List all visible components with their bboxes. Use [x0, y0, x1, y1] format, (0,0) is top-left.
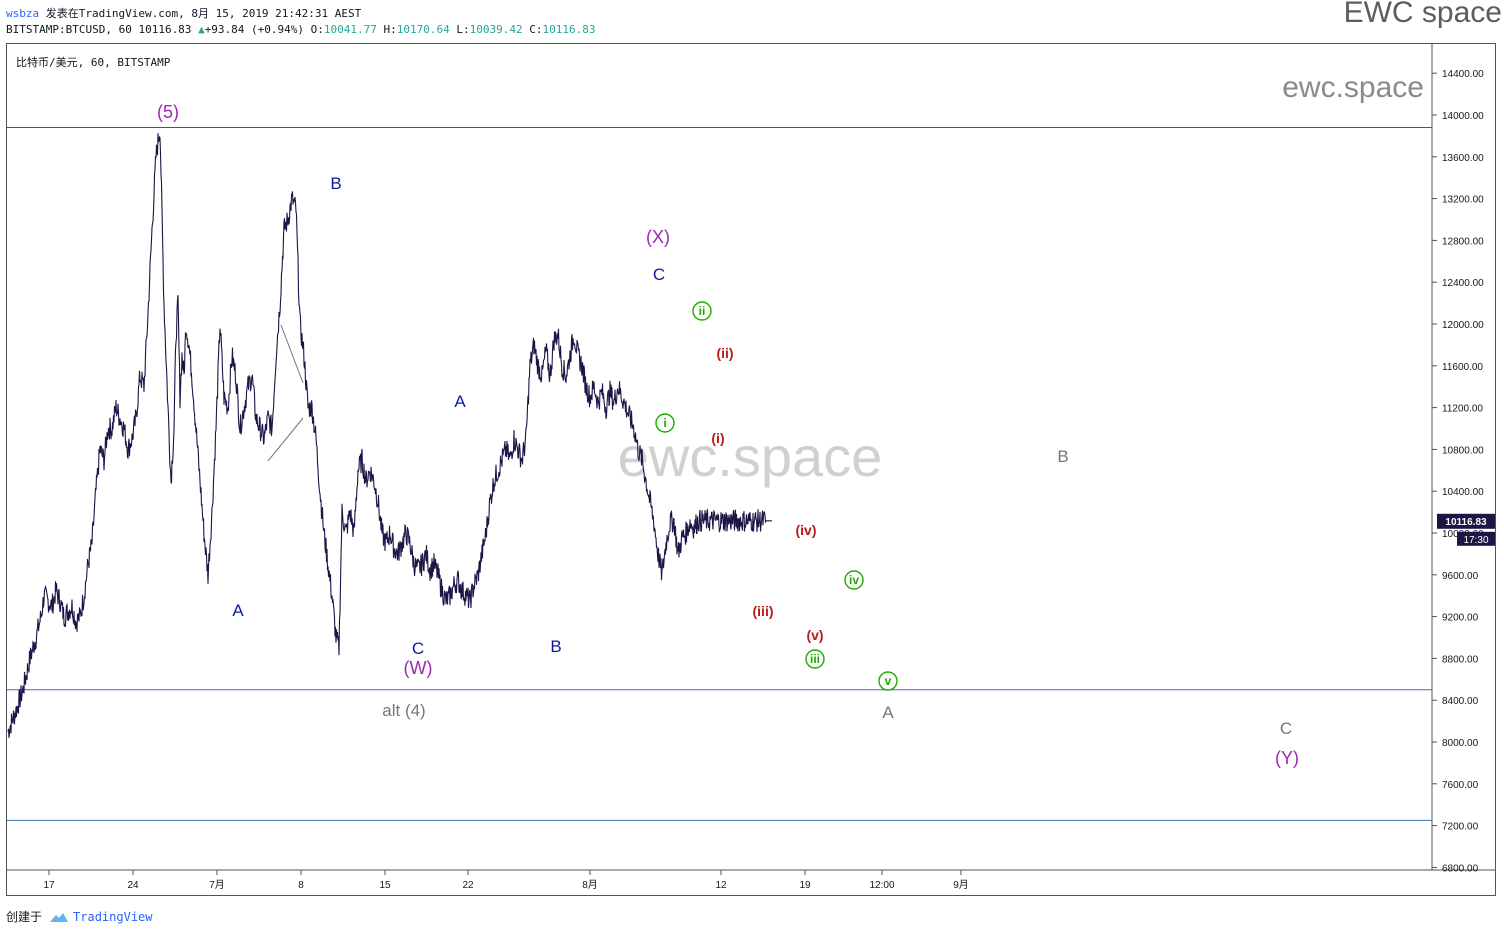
wave-label[interactable]: (5): [157, 102, 179, 122]
y-tick-label: 12000.00: [1442, 320, 1484, 331]
x-tick-label: 8月: [582, 879, 598, 891]
wave-label[interactable]: i: [663, 416, 666, 430]
created-with: 创建于: [6, 910, 43, 924]
chart-title: 比特币/美元, 60, BITSTAMP: [16, 56, 171, 69]
wave-label[interactable]: (iii): [753, 603, 774, 619]
open-label: O:: [310, 23, 324, 36]
y-tick-label: 9200.00: [1442, 613, 1479, 624]
wave-label-circle: [878, 671, 898, 691]
y-tick-label: 10800.00: [1442, 445, 1484, 456]
x-tick-label: 17: [43, 880, 55, 891]
x-tick-label: 12: [715, 880, 727, 891]
low-value: 10039.42: [469, 23, 523, 36]
wave-label-circle: [844, 570, 864, 590]
corner-watermark: ewc.space: [1282, 71, 1424, 104]
x-tick-label: 8: [298, 880, 304, 891]
chart-frame[interactable]: [6, 43, 1496, 896]
wave-label[interactable]: B: [330, 174, 341, 193]
price-change: +93.84 (+0.94%): [204, 23, 305, 36]
wave-label[interactable]: iii: [810, 652, 820, 666]
wave-label[interactable]: alt (4): [382, 701, 425, 720]
y-tick-label: 6800.00: [1442, 863, 1479, 874]
open-value: 10041.77: [323, 23, 377, 36]
wave-label-circle: [805, 649, 825, 669]
wave-label[interactable]: A: [454, 392, 466, 411]
high-value: 10170.64: [396, 23, 450, 36]
published-info: 发表在TradingView.com, 8月 15, 2019 21:42:31…: [45, 7, 362, 20]
x-tick-label: 19: [799, 880, 811, 891]
y-tick-label: 8800.00: [1442, 654, 1479, 665]
y-tick-label: 14000.00: [1442, 111, 1484, 122]
y-tick-label: 12800.00: [1442, 236, 1484, 247]
brand-watermark: EWC space: [1343, 0, 1502, 29]
x-tick-label: 7月: [209, 879, 225, 891]
low-label: L:: [456, 23, 470, 36]
center-watermark: ewc.space: [618, 425, 883, 488]
y-tick-label: 7200.00: [1442, 822, 1479, 833]
wave-label[interactable]: C: [1280, 719, 1292, 738]
symbol-line: BITSTAMP:BTCUSD, 60 10116.83: [6, 23, 192, 36]
triangle-line-upper: [280, 324, 304, 384]
y-tick-label: 10400.00: [1442, 487, 1484, 498]
chart-header-line2: BITSTAMP:BTCUSD, 60 10116.83 ▲+93.84 (+0…: [6, 23, 595, 36]
close-value: 10116.83: [542, 23, 596, 36]
author-name[interactable]: wsbza: [6, 7, 40, 20]
y-tick-label: 13200.00: [1442, 195, 1484, 206]
wave-label[interactable]: (Y): [1275, 748, 1299, 768]
countdown-tag: [1457, 531, 1495, 546]
y-tick-label: 12400.00: [1442, 278, 1484, 289]
footer: 创建于 TradingView: [6, 908, 153, 925]
tradingview-cloud-icon: [50, 912, 69, 922]
y-tick-label: 13600.00: [1442, 153, 1484, 164]
x-tick-label: 22: [462, 880, 474, 891]
y-tick-label: 14400.00: [1442, 69, 1484, 80]
price-line: [7, 133, 773, 738]
wave-label[interactable]: C: [412, 639, 424, 658]
y-tick-label: 11600.00: [1442, 362, 1483, 373]
last-price-tag: [1437, 513, 1495, 529]
tradingview-logo[interactable]: TradingView: [48, 909, 153, 924]
wave-label[interactable]: iv: [849, 573, 859, 587]
wave-label[interactable]: v: [885, 674, 892, 688]
wave-label[interactable]: A: [232, 601, 244, 620]
wave-label[interactable]: (X): [646, 227, 670, 247]
x-tick-label: 15: [379, 880, 391, 891]
chart-header-line1: wsbza 发表在TradingView.com, 8月 15, 2019 21…: [6, 5, 361, 21]
y-tick-label: 9600.00: [1442, 571, 1479, 582]
x-tick-label: 9月: [953, 879, 969, 891]
close-label: C:: [529, 23, 543, 36]
x-tick-label: 24: [127, 880, 139, 891]
high-label: H:: [383, 23, 397, 36]
x-tick-label: 12:00: [869, 880, 894, 891]
y-tick-label: 7600.00: [1442, 780, 1479, 791]
countdown-label: 17:30: [1463, 535, 1488, 546]
y-tick-label: 8000.00: [1442, 738, 1479, 749]
wave-label[interactable]: (i): [711, 430, 724, 446]
triangle-line-lower: [267, 417, 304, 462]
wave-label[interactable]: B: [1057, 447, 1068, 466]
wave-label[interactable]: C: [653, 265, 665, 284]
wave-label[interactable]: B: [550, 637, 561, 656]
wave-label[interactable]: (iv): [796, 522, 817, 538]
y-tick-label: 11200.00: [1442, 404, 1483, 415]
y-tick-label: 8400.00: [1442, 696, 1479, 707]
wave-label-circle: [692, 301, 712, 321]
wave-label-circle: [655, 413, 675, 433]
wave-label[interactable]: ii: [699, 304, 706, 318]
wave-label[interactable]: (ii): [716, 345, 733, 361]
tradingview-logo-text: TradingView: [73, 909, 153, 924]
last-price-label: 10116.83: [1445, 517, 1487, 528]
wave-label[interactable]: (v): [806, 627, 823, 643]
wave-label[interactable]: A: [882, 703, 894, 722]
up-arrow-icon: ▲: [198, 23, 205, 36]
wave-label[interactable]: (W): [404, 658, 433, 678]
